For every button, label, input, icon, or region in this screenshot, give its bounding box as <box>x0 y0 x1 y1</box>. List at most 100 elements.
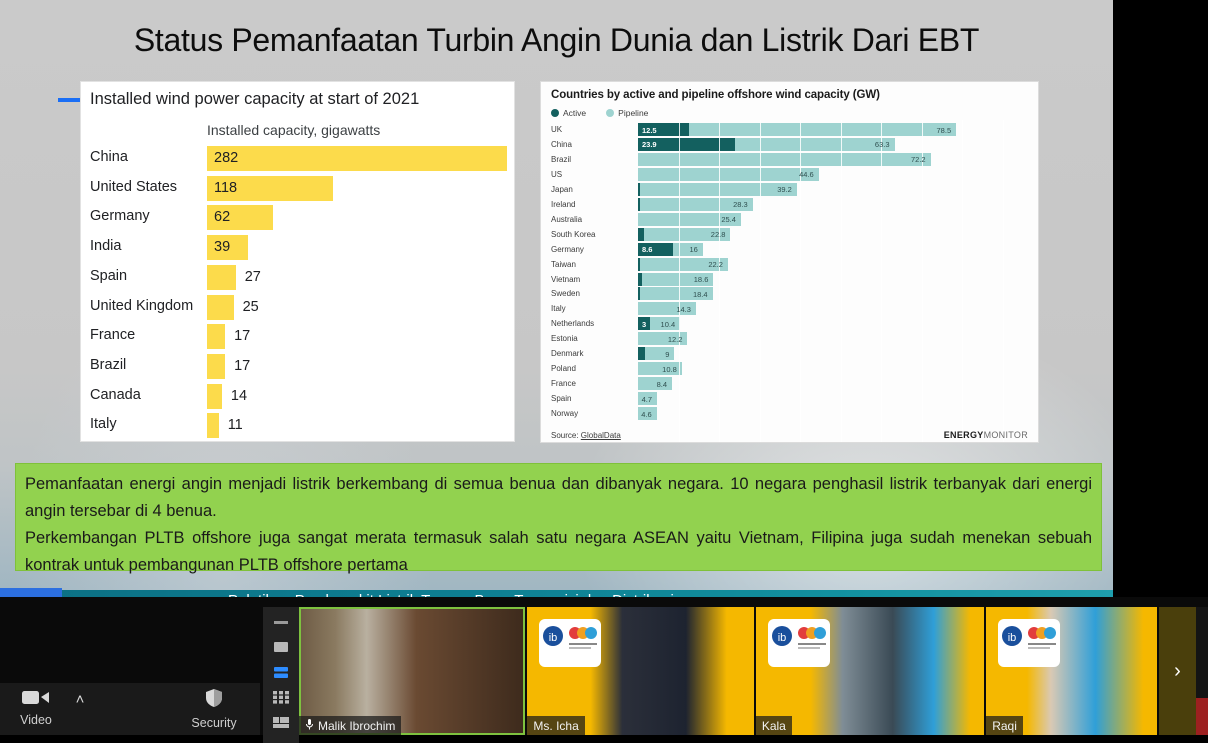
right-chart-category-label: Brazil <box>551 154 572 164</box>
left-chart-bar <box>207 175 333 201</box>
right-chart-bar-track: 28.3 <box>638 197 753 211</box>
organization-logo: ib <box>539 619 602 667</box>
gallery-view-icon[interactable] <box>271 690 291 704</box>
participant-tile[interactable]: ib Ms. Icha <box>527 607 756 735</box>
right-chart-total-value-label: 16 <box>689 245 698 255</box>
video-options-chevron[interactable]: ˄ <box>70 691 90 709</box>
left-chart-row: Germany 62 <box>81 205 514 234</box>
right-chart-active-segment <box>638 317 651 331</box>
left-chart-bar <box>207 413 219 439</box>
right-chart-bar-track: 10.8 <box>638 362 682 376</box>
right-chart-category-label: Germany <box>551 244 584 254</box>
right-chart-brand: ENERGYMONITOR <box>944 430 1028 440</box>
right-chart-total-value-label: 44.6 <box>799 170 814 180</box>
legend-item-active: Active <box>551 108 586 118</box>
right-chart-total-value-label: 22.8 <box>710 230 726 240</box>
right-chart-pipeline-segment <box>638 123 957 136</box>
right-chart-bar-tick <box>881 137 883 151</box>
right-chart-row: Germany 8.6 16 <box>541 242 1038 258</box>
right-chart-bar-tick <box>678 332 680 346</box>
right-chart-bar-tick <box>678 123 680 136</box>
right-chart-bar-tick <box>719 182 721 196</box>
left-chart-category-label: United Kingdom <box>90 297 194 314</box>
right-chart-total-value-label: 12.2 <box>667 334 683 344</box>
right-chart-active-segment <box>638 197 640 211</box>
organization-logo: ib <box>767 619 830 667</box>
picture-in-picture-icon[interactable] <box>271 715 291 729</box>
right-chart-row: Vietnam 18.6 <box>541 272 1038 288</box>
right-chart-pipeline-segment <box>638 407 657 421</box>
video-button[interactable]: Video <box>4 688 68 727</box>
right-chart-active-segment <box>638 137 735 151</box>
participant-tile[interactable]: Malik Ibrochim <box>299 607 528 735</box>
right-edge-accent <box>1196 698 1208 735</box>
organization-logo: ib <box>998 619 1061 667</box>
right-chart-bar-tick <box>678 182 680 196</box>
right-chart-total-value-label: 78.5 <box>936 125 952 135</box>
right-chart-total-value-label: 8.4 <box>656 379 668 389</box>
right-chart-row: Netherlands 3 10.4 <box>541 317 1038 332</box>
right-chart-bar-track: 4.6 <box>638 407 657 421</box>
right-chart-bar-tick <box>840 137 842 151</box>
split-view-icon[interactable] <box>271 665 291 679</box>
right-chart-gridline <box>921 120 923 442</box>
single-view-icon[interactable] <box>271 640 291 654</box>
legend-item-pipeline: Pipeline <box>606 108 648 118</box>
right-chart-category-label: Poland <box>551 364 576 374</box>
right-chart-bar-tick <box>678 257 680 271</box>
right-chart-pipeline-segment <box>638 347 675 361</box>
svg-text:ib: ib <box>549 632 558 644</box>
left-chart-value-label: 25 <box>242 298 259 315</box>
svg-text:ib: ib <box>1008 632 1017 644</box>
right-chart-bar-tick <box>759 123 761 136</box>
right-chart-category-label: Australia <box>551 214 583 224</box>
participant-name-badge: Ms. Icha <box>527 716 585 735</box>
right-chart-pipeline-segment <box>638 227 731 241</box>
left-chart-bar <box>207 205 273 231</box>
right-chart-category-label: Estonia <box>551 334 578 344</box>
right-chart-pipeline-segment <box>638 287 713 301</box>
next-participants-button[interactable]: › <box>1159 607 1196 735</box>
participant-tile[interactable]: ib Raqi <box>986 607 1159 735</box>
right-chart-row: Ireland 28.3 <box>541 197 1038 213</box>
right-chart-active-segment <box>638 242 673 256</box>
right-chart-gridline <box>840 120 842 442</box>
shared-screen-slide: Status Pemanfaatan Turbin Angin Dunia da… <box>0 0 1113 597</box>
right-chart-bar-tick <box>759 167 761 181</box>
right-chart-pipeline-segment <box>638 332 688 346</box>
right-chart-category-label: Norway <box>551 409 579 419</box>
wind-turbine-thumbnail <box>0 588 62 597</box>
right-chart-category-label: Spain <box>551 394 572 404</box>
security-button[interactable]: Security <box>180 688 248 730</box>
left-chart-title: Installed wind power capacity at start o… <box>90 90 420 108</box>
right-chart-row: Poland 10.8 <box>541 362 1038 377</box>
right-chart-total-value-label: 28.3 <box>733 200 748 210</box>
left-chart-value-label: 14 <box>230 387 248 404</box>
view-layout-switcher[interactable] <box>263 607 299 743</box>
summary-note-box: Pemanfaatan energi angin menjadi listrik… <box>15 463 1102 574</box>
right-chart-row: Denmark 9 <box>541 347 1038 362</box>
right-chart-bar-tick <box>719 167 721 181</box>
slide-footer-banner: Pelatihan Pembangkit Listrik Tenaga Baru… <box>0 590 1113 597</box>
participant-tile[interactable]: ib Kala <box>755 607 987 735</box>
right-chart-bar-track: 44.6 <box>638 167 819 181</box>
right-chart-bar-tick <box>719 152 721 166</box>
right-chart-pipeline-segment <box>638 377 673 391</box>
minimize-view-icon[interactable] <box>271 615 291 629</box>
right-chart-bar-tick <box>678 152 680 166</box>
left-chart-value-label: 282 <box>214 150 239 166</box>
right-chart-category-label: China <box>551 139 572 149</box>
source-link[interactable]: GlobalData <box>580 431 621 440</box>
left-chart-value-label: 62 <box>214 209 231 226</box>
right-chart-total-value-label: 39.2 <box>777 185 792 195</box>
right-chart-total-value-label: 72.2 <box>910 155 926 165</box>
left-chart-bar <box>207 383 222 409</box>
svg-text:ib: ib <box>778 632 787 644</box>
right-chart-total-value-label: 22.2 <box>708 260 723 270</box>
right-chart-category-label: Netherlands <box>551 319 595 329</box>
right-chart-bar-tick <box>800 167 802 181</box>
right-chart-row: South Korea 22.8 <box>541 227 1038 243</box>
right-chart-category-label: Japan <box>551 184 573 194</box>
participant-name-badge: Raqi <box>986 716 1023 735</box>
right-chart-category-label: Sweden <box>551 289 580 299</box>
